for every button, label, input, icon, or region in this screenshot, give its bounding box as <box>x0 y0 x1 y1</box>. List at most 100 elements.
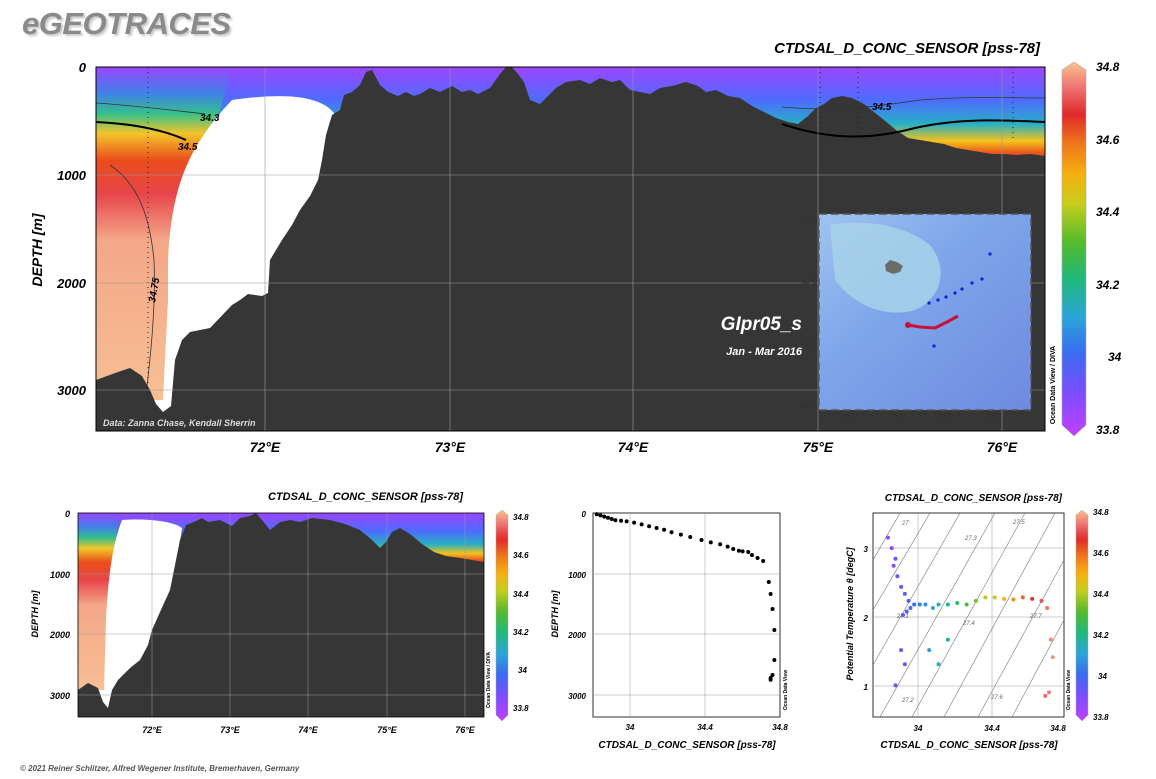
y-tick-label: 0 <box>65 509 70 519</box>
ts-point <box>945 637 950 642</box>
ts-plot-title: CTDSAL_D_CONC_SENSOR [pss-78] <box>885 493 1063 504</box>
profile-point <box>647 524 652 529</box>
small-west-column <box>78 513 120 690</box>
colorbar-tick: 34.6 <box>1093 549 1109 558</box>
isopycnal-label: 27.5 <box>1012 520 1025 526</box>
ts-point <box>983 595 988 600</box>
profile-y-axis-label: DEPTH [m] <box>550 589 560 637</box>
profile-point <box>708 540 713 545</box>
contour-line-34-5-east <box>781 119 1045 138</box>
contour-line-east <box>781 97 1045 110</box>
small-plot-frame <box>77 512 485 718</box>
profile-point <box>731 547 736 551</box>
ts-point <box>973 598 978 603</box>
x-tick-label: 34.8 <box>772 723 788 732</box>
ts-point <box>908 605 913 610</box>
colorbar-tick: 34.4 <box>1096 205 1120 219</box>
ts-point <box>936 602 941 607</box>
contour-label: 34.3 <box>200 113 220 124</box>
y-tick-label: 3000 <box>50 691 70 701</box>
ts-point <box>1011 597 1016 602</box>
brand-title: eGEOTRACES <box>22 6 231 41</box>
section-period: Jan - Mar 2016 <box>726 346 803 358</box>
copyright-text: © 2021 Reiner Schlitzer, Alfred Wegener … <box>20 764 300 773</box>
profile-point <box>613 518 618 523</box>
profile-point <box>678 532 683 537</box>
map-lat-label: 54°S <box>802 341 818 349</box>
x-tick-label: 74°E <box>298 725 319 735</box>
colorbar-tick: 34.2 <box>1093 631 1109 640</box>
ts-point <box>900 613 905 617</box>
ts-point <box>927 648 932 653</box>
profile-point <box>749 553 754 557</box>
profile-point <box>639 522 644 527</box>
ts-point <box>1020 595 1025 600</box>
ts-point <box>1030 596 1035 601</box>
isopycnal-label: 27.2 <box>901 698 914 704</box>
colorbar-tick: 34.8 <box>1093 508 1109 517</box>
profile-point <box>632 520 637 525</box>
profile-point <box>718 542 723 547</box>
y-tick-label: 0 <box>79 60 87 75</box>
profile-point <box>772 628 777 632</box>
ts-point <box>885 535 890 540</box>
profile-plot-frame <box>592 512 781 718</box>
ts-point <box>902 662 907 667</box>
y-tick-label: 2000 <box>567 631 586 640</box>
ts-point <box>917 602 922 607</box>
profile-point <box>766 580 771 584</box>
data-credit: Data: Zanna Chase, Kendall Sherrin <box>103 418 256 428</box>
profile-point <box>619 518 624 523</box>
y-tick-label: 1000 <box>50 570 70 580</box>
y-tick-label: 3 <box>864 545 869 554</box>
ts-point <box>893 683 898 688</box>
profile-point <box>772 658 777 662</box>
isopycnal-label: 27.6 <box>990 695 1003 701</box>
ts-point <box>1045 605 1050 610</box>
colorbar-tick: 34 <box>1098 672 1107 681</box>
colorbar-tick: 34.2 <box>1096 278 1120 292</box>
profile-point <box>755 556 760 560</box>
profile-point <box>746 550 751 554</box>
contour-label: 34.5 <box>872 102 892 113</box>
isopycnal-label: 27.4 <box>962 621 975 627</box>
ts-point <box>895 574 900 579</box>
ts-point <box>923 602 928 607</box>
profile-point <box>654 526 659 530</box>
x-tick-label: 34 <box>626 723 635 732</box>
section-track <box>907 314 959 330</box>
colorbar-tick: 33.8 <box>1093 713 1109 722</box>
x-tick-label: 76°E <box>987 439 1018 455</box>
colorbar-tick: 34.2 <box>513 628 529 637</box>
isopycnal-label: 27.7 <box>1029 614 1042 620</box>
profile-point <box>768 592 773 596</box>
x-tick-label: 72°E <box>142 725 163 735</box>
profile-point <box>594 512 599 517</box>
colorbar-tick: 34.4 <box>513 590 529 599</box>
ts-point <box>1043 693 1048 698</box>
map-lat-label: 58°S <box>802 403 818 411</box>
small-bathymetry <box>78 513 484 717</box>
profile-point <box>770 607 775 611</box>
ts-point <box>1047 690 1052 695</box>
small-y-axis-label: DEPTH [m] <box>30 589 40 637</box>
contour-label: 34.5 <box>178 142 198 153</box>
profile-point <box>699 538 704 542</box>
ts-point <box>906 598 911 603</box>
profile-point <box>609 517 614 521</box>
map-lon-label: 65°E <box>843 413 859 421</box>
ts-point <box>912 602 917 607</box>
section-name: GIpr05_s <box>721 314 802 335</box>
map-lon-label: 80°E <box>986 413 1002 421</box>
ts-grid <box>873 513 1064 717</box>
isopycnal-label: 27.3 <box>964 536 977 542</box>
x-tick-label: 74°E <box>618 439 649 455</box>
profile-point <box>740 549 745 554</box>
map-lat-label: 46°S <box>802 216 818 224</box>
ts-point <box>1002 596 1007 601</box>
contour-line-34-5 <box>96 121 187 141</box>
x-tick-label: 73°E <box>220 725 241 735</box>
x-tick-label: 75°E <box>803 439 834 455</box>
ts-point <box>955 601 960 606</box>
map-lon-label: 70°E <box>891 413 907 421</box>
